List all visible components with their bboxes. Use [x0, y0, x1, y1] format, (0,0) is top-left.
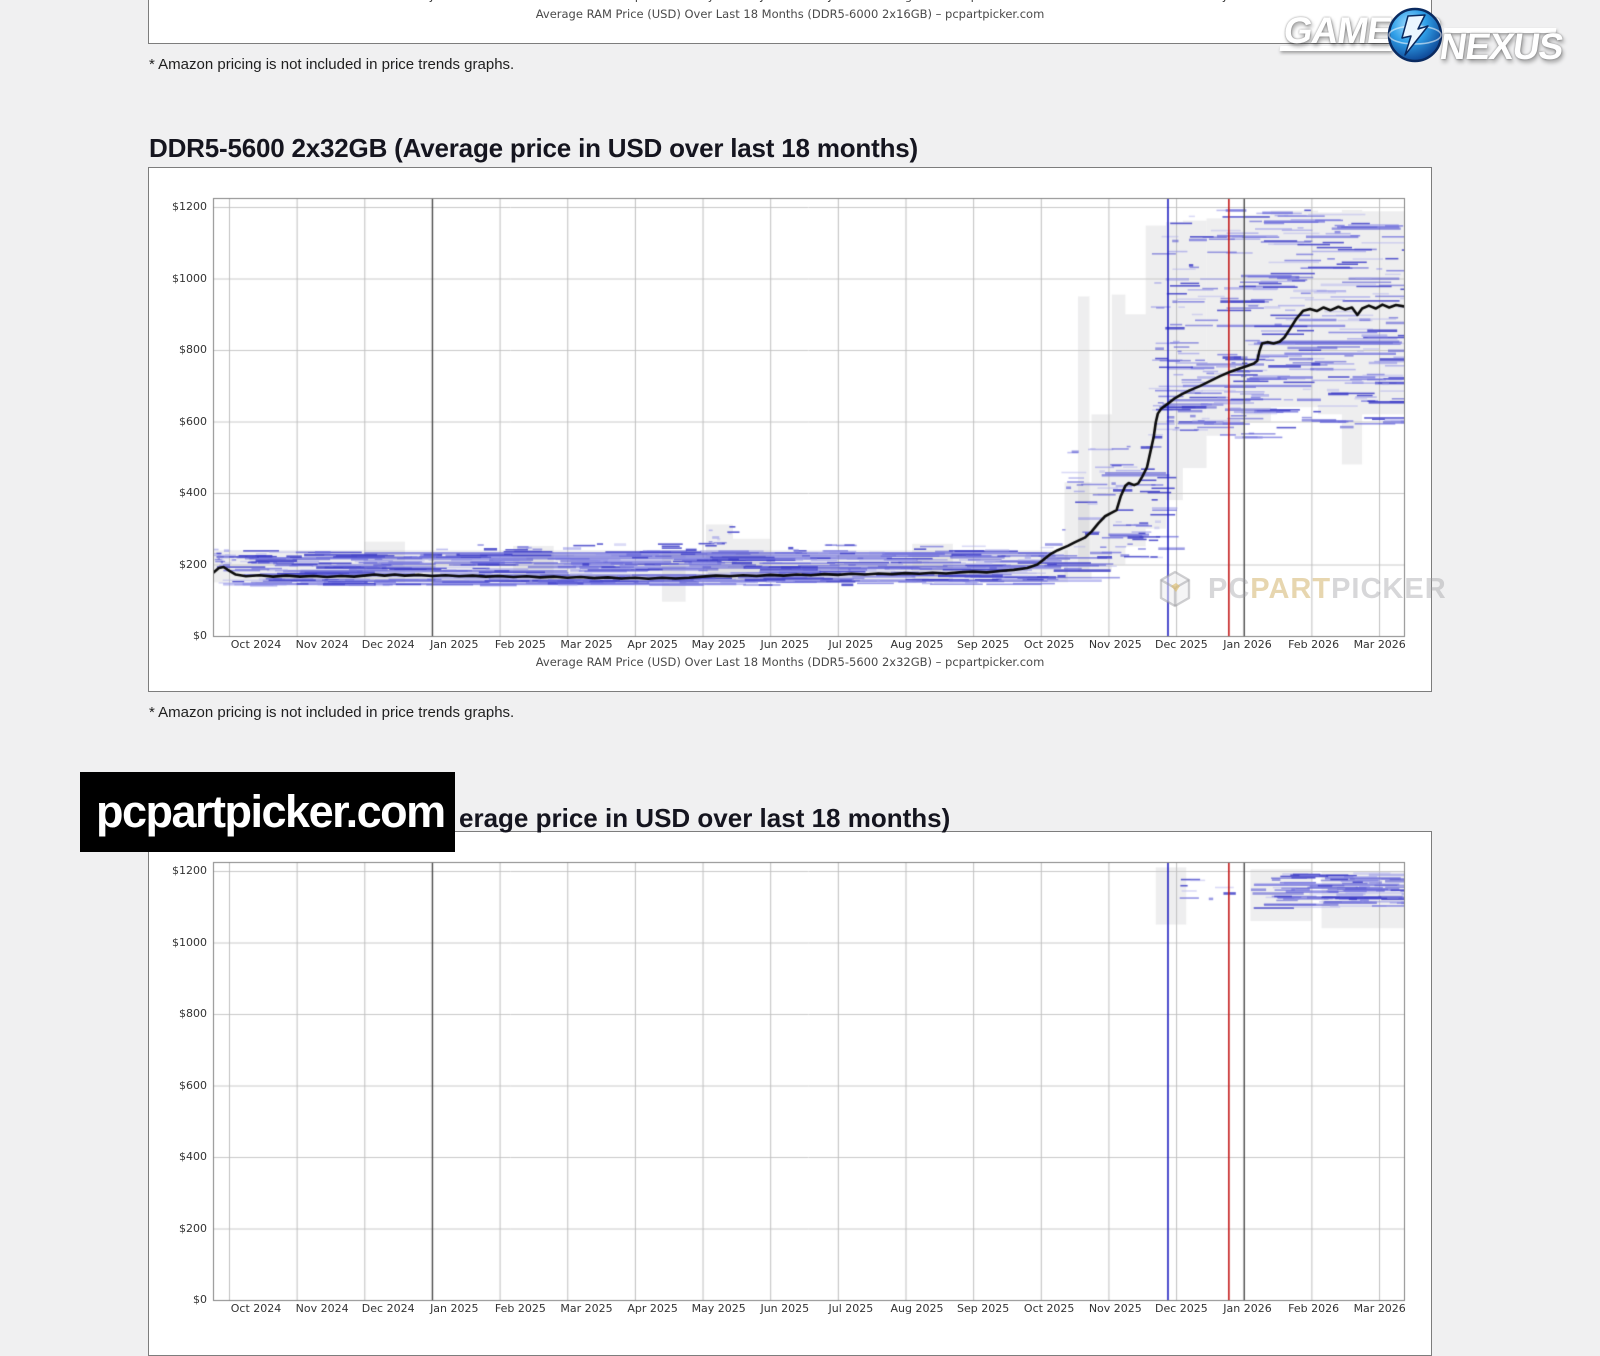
logo-globe-icon [1387, 7, 1443, 63]
x-axis-tick-label: Jan 2025 [418, 0, 490, 3]
x-axis-tick-label: May 2025 [683, 0, 755, 3]
x-axis-tick-label: Oct 2025 [1013, 0, 1085, 3]
x-axis-tick-label: Dec 2025 [1145, 0, 1217, 3]
y-axis-tick-label: $400 [179, 486, 207, 499]
x-axis-tick-label: Nov 2024 [295, 638, 349, 651]
x-axis-tick-label: Sep 2025 [947, 0, 1019, 3]
x-axis-tick-label: Jul 2025 [828, 1302, 874, 1315]
x-axis-tick-label: Feb 2025 [484, 0, 556, 3]
chart-frame-main: $1200 $1000 $800 $600 $400 $200 $0 Oct 2024 Nov … [148, 167, 1432, 692]
y-axis-tick-label: $0 [193, 629, 207, 642]
x-axis-tick-label: Feb 2026 [1288, 638, 1340, 651]
x-axis-tick-label: Jan 2026 [1212, 0, 1284, 3]
y-axis-tick-label: $1200 [172, 200, 207, 213]
y-axis-tick-label: $1200 [172, 864, 207, 877]
x-axis-tick-label: Jan 2025 [430, 1302, 479, 1315]
chart-frame-bottom: $1200 $1000 $800 $600 $400 $200 $0 Oct 2024 Nov … [148, 831, 1432, 1356]
x-axis-tick-label: Dec 2025 [1155, 1302, 1208, 1315]
x-axis-tick-label: Aug 2025 [881, 0, 953, 3]
x-axis-tick-label: May 2025 [691, 638, 746, 651]
page-root: { "page": {"bg": "#f0f0f1", "width": 160… [80, 0, 1578, 1356]
lower-third-label: pcpartpicker.com [96, 786, 446, 837]
x-axis-tick-label: Sep 2025 [956, 638, 1010, 651]
x-axis-tick-label: Mar 2026 [1353, 1302, 1406, 1315]
x-axis-tick-label: Oct 2025 [1023, 1302, 1075, 1315]
x-axis-tick-label: Apr 2025 [627, 1302, 678, 1315]
x-axis-tick-label: Nov 2025 [1088, 1302, 1142, 1315]
y-axis-tick-label: $200 [179, 557, 207, 571]
x-axis-tick-label: Jun 2025 [760, 638, 810, 651]
y-axis-tick-label: $1000 [172, 271, 207, 285]
x-axis-tick-label: Oct 2024 [230, 638, 282, 651]
x-axis-tick-label: Jan 2026 [1223, 1302, 1272, 1315]
chart-caption: Average RAM Price (USD) Over Last 18 Mon… [535, 655, 1045, 669]
x-axis-tick-label: Feb 2026 [1288, 1302, 1340, 1315]
footnote-top-chart: * Amazon pricing is not included in pric… [149, 56, 515, 73]
x-axis-tick-label: Mar 2026 [1344, 0, 1416, 3]
x-axis-tick-label: Jan 2026 [1223, 638, 1272, 651]
x-axis-tick-label: Nov 2024 [295, 1302, 349, 1315]
x-axis-tick-label: Jan 2025 [430, 638, 479, 651]
y-axis-tick-label: $800 [179, 343, 207, 356]
x-axis-tick-label: Nov 2025 [1079, 0, 1151, 3]
x-axis-tick-label: Aug 2025 [890, 1302, 944, 1315]
x-axis-tick-label: Mar 2025 [551, 0, 623, 3]
y-axis-tick-label: $800 [179, 1007, 207, 1020]
logo-nexus-text: NEXUS [1437, 26, 1566, 67]
x-axis-tick-label: Oct 2025 [1023, 638, 1075, 651]
x-axis-tick-label: Mar 2026 [1353, 638, 1406, 651]
y-axis-tick-label: $200 [179, 1221, 207, 1235]
x-axis-tick-label: Apr 2025 [627, 638, 678, 651]
x-axis-tick-label: Oct 2024 [220, 0, 292, 3]
footnote-main-chart: * Amazon pricing is not included in pric… [149, 704, 515, 721]
x-axis-tick-label: Nov 2025 [1088, 638, 1142, 651]
x-axis-tick-label: Feb 2026 [1278, 0, 1350, 3]
x-axis-tick-label: Aug 2025 [890, 638, 944, 651]
y-axis-tick-label: $600 [179, 1078, 207, 1092]
page-title: DDR5-5600 2x32GB (Average price in USD o… [149, 133, 918, 163]
x-axis-tick-label: Nov 2024 [286, 0, 358, 3]
price-plot-canvas [149, 832, 1431, 1355]
price-plot-canvas [149, 0, 1431, 43]
x-axis-tick-label: Oct 2024 [230, 1302, 282, 1315]
x-axis-tick-label: May 2025 [691, 1302, 746, 1315]
x-axis-tick-label: Dec 2024 [361, 1302, 415, 1315]
pcpartpicker-lower-third: pcpartpicker.com [80, 772, 455, 852]
x-axis-tick-label: Feb 2025 [494, 638, 546, 651]
x-axis-tick-label: Feb 2025 [494, 1302, 546, 1315]
x-axis-tick-label: Jun 2025 [760, 1302, 810, 1315]
price-plot-canvas [149, 168, 1431, 691]
y-axis-tick-label: $1000 [172, 935, 207, 949]
x-axis-tick-label: Dec 2025 [1155, 638, 1208, 651]
x-axis-tick-label: Mar 2025 [560, 1302, 613, 1315]
y-axis-tick-label: $600 [179, 414, 207, 428]
y-axis-tick-label: $400 [179, 1150, 207, 1163]
y-axis-tick-label: $0 [193, 1293, 207, 1306]
gamersnexus-logo: GAMERS NEXUS [1248, 4, 1578, 70]
x-axis-tick-label: Apr 2025 [617, 0, 689, 3]
x-axis-tick-label: Sep 2025 [956, 1302, 1010, 1315]
chart-caption: Average RAM Price (USD) Over Last 18 Mon… [535, 7, 1045, 21]
x-axis-tick-label: Dec 2024 [352, 0, 424, 3]
x-axis-tick-label: Mar 2025 [560, 638, 613, 651]
bottom-chart-heading-fragment: erage price in USD over last 18 months) [459, 803, 951, 833]
x-axis-tick-label: Jul 2025 [815, 0, 887, 3]
x-axis-tick-label: Jun 2025 [749, 0, 821, 3]
x-axis-tick-label: Dec 2024 [361, 638, 415, 651]
x-axis-tick-label: Jul 2025 [828, 638, 874, 651]
